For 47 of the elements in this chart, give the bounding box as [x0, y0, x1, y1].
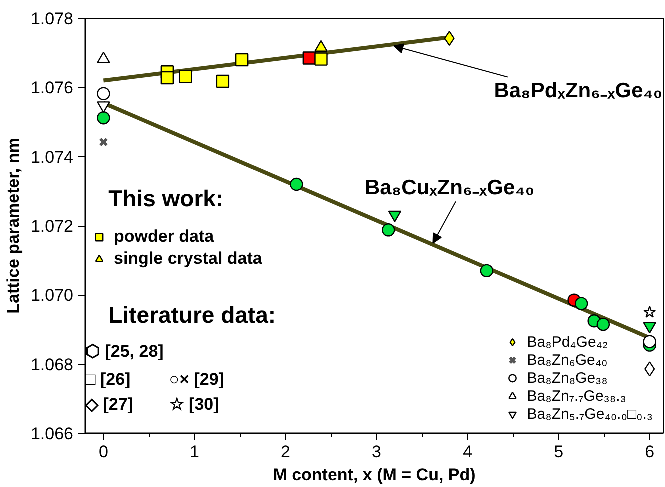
y-tick-label: 1.068	[30, 355, 74, 374]
point	[644, 362, 656, 377]
legend-label: Ba₈Zn₆Ge₄₀	[527, 351, 608, 369]
y-tick-label: 1.076	[30, 78, 74, 98]
point	[382, 224, 396, 237]
point	[99, 138, 108, 147]
x-tick-label: 0	[98, 442, 108, 462]
point	[643, 335, 656, 348]
y-tick-label: 1.070	[30, 286, 74, 306]
point	[97, 112, 110, 125]
x-tick-label: 3	[372, 442, 382, 462]
y-tick-label: 1.074	[30, 148, 74, 167]
point	[179, 70, 192, 84]
point	[574, 297, 588, 310]
x-tick-label: 4	[463, 442, 473, 462]
point	[216, 74, 230, 88]
legend-label: single crystal data	[114, 249, 262, 269]
annotation: Literature data:	[108, 302, 276, 328]
x-axis-title: M content, x (M = Cu, Pd)	[273, 466, 476, 484]
point	[160, 71, 174, 85]
point	[480, 264, 494, 278]
point	[596, 318, 610, 332]
annotation: Ba₈CuₓZn₆₋ₓGe₄₀	[364, 176, 535, 200]
annotation: Ba₈PdₓZn₆₋ₓGe₄₀	[494, 80, 663, 103]
x-tick-label: 1	[190, 442, 200, 462]
annotation: ⬡ [25, 28]	[86, 342, 164, 362]
y-tick-label: 1.078	[30, 10, 74, 28]
y-tick-label: 1.066	[30, 424, 74, 444]
annotation: ○× [29]	[169, 370, 224, 390]
point	[302, 52, 316, 65]
y-tick-label: 1.072	[30, 217, 74, 236]
y-axis-title: Lattice parameter, nm	[4, 138, 23, 314]
x-tick-label: 5	[554, 442, 564, 462]
legend-label: Ba₈Zn₅.₇Ge₄₀.₀□₀.₃	[527, 405, 653, 423]
point	[290, 178, 304, 192]
point	[235, 53, 249, 67]
legend-label: Ba₈Pd₄Ge₄₂	[527, 333, 608, 351]
x-tick-label: 6	[645, 442, 655, 462]
legend-label: Ba₈Zn₇.₇Ge₃₈.₃	[527, 387, 626, 405]
x-tick-label: 2	[281, 442, 290, 462]
annotation: ☆ [30]	[169, 394, 220, 414]
annotation: This work:	[108, 186, 224, 212]
legend-label: powder data	[114, 227, 214, 247]
point	[644, 306, 656, 318]
point	[314, 52, 328, 66]
legend-label: Ba₈Zn₈Ge₃₈	[527, 369, 608, 387]
annotation: ◇ [27]	[84, 394, 134, 414]
